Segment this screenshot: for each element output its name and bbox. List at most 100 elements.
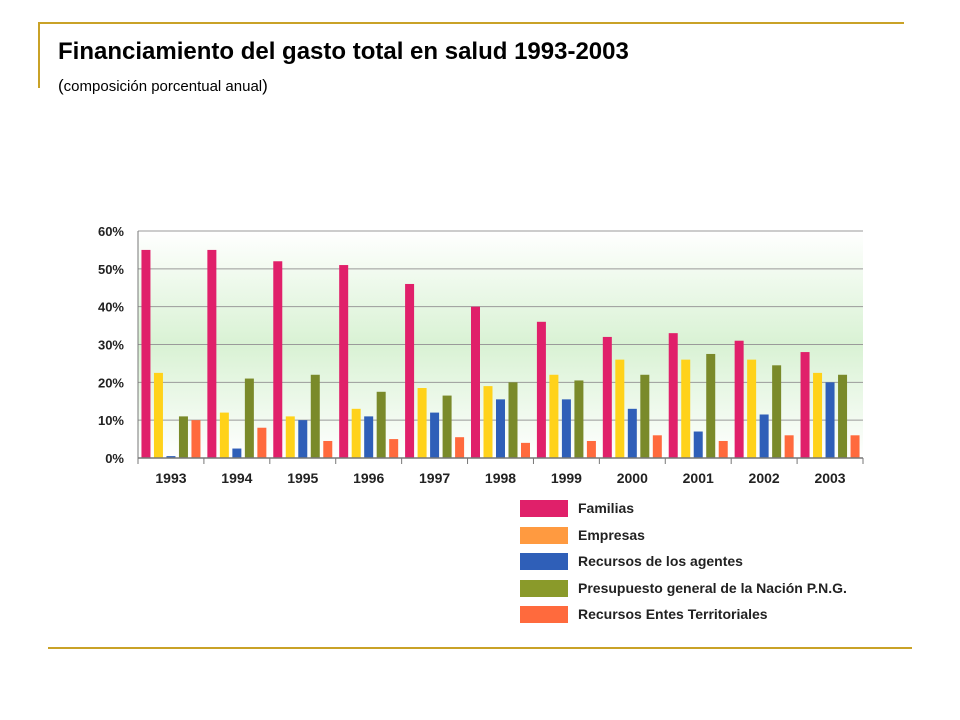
legend-label: Recursos de los agentes [578, 553, 743, 569]
bar [508, 382, 518, 458]
y-tick-label: 60% [98, 224, 124, 239]
x-tick-label: 2001 [683, 470, 714, 486]
legend-swatch [520, 579, 568, 597]
bar [521, 442, 530, 458]
bar [153, 372, 163, 458]
bar [813, 372, 823, 458]
x-tick-label: 2003 [814, 470, 845, 486]
legend-item: Recursos Entes Territoriales [520, 604, 900, 631]
bar [273, 261, 283, 458]
bottom-rule [48, 647, 912, 649]
bar [759, 414, 769, 458]
bar [536, 321, 546, 458]
legend-label: Presupuesto general de la Nación P.N.G. [578, 579, 847, 596]
legend-swatch [520, 606, 568, 623]
bar [784, 435, 794, 458]
x-tick-label: 2000 [617, 470, 648, 486]
legend-item: Empresas [520, 525, 900, 552]
bar [574, 380, 584, 458]
legend-swatch [520, 553, 568, 570]
bar [285, 416, 295, 458]
bar [232, 448, 242, 458]
bar [178, 416, 188, 458]
bar [364, 416, 374, 458]
x-tick-label: 2002 [749, 470, 780, 486]
legend-label: Recursos Entes Territoriales [578, 606, 768, 622]
bar [561, 399, 571, 458]
bar [455, 437, 465, 458]
bar [351, 408, 361, 458]
x-tick-label: 1998 [485, 470, 516, 486]
bar [602, 336, 612, 458]
subtitle-close-paren: ) [262, 76, 268, 95]
y-tick-label: 50% [98, 262, 124, 277]
bar [800, 352, 810, 458]
bar [310, 374, 320, 458]
y-tick-label: 30% [98, 338, 124, 353]
bar [257, 427, 267, 458]
x-tick-label: 1995 [287, 470, 318, 486]
bar [838, 374, 848, 458]
legend-item: Recursos de los agentes [520, 551, 900, 578]
bar [640, 374, 650, 458]
bar [615, 359, 625, 458]
subtitle-open-paren: ( [58, 76, 64, 95]
bar [496, 399, 505, 458]
legend-swatch [520, 500, 568, 517]
x-tick-label: 1994 [221, 470, 252, 486]
subtitle-text: composición porcentual anual [63, 78, 263, 95]
y-tick-label: 20% [98, 375, 124, 390]
bars [141, 249, 860, 458]
bar [471, 306, 480, 458]
bar [706, 353, 716, 458]
bar [442, 395, 452, 458]
x-tick-label: 1996 [353, 470, 384, 486]
bar [483, 386, 493, 458]
legend-label: Empresas [578, 526, 645, 543]
slide-subtitle: (composición porcentual anual) [58, 76, 268, 96]
bar [141, 249, 151, 458]
bar [389, 439, 399, 458]
bar [191, 420, 201, 458]
bar [298, 420, 308, 458]
bar [772, 365, 782, 458]
bar [747, 359, 757, 458]
bar [652, 435, 662, 458]
legend-swatch [520, 526, 568, 544]
bar [323, 440, 333, 458]
bar [430, 412, 440, 458]
bar [219, 412, 229, 458]
bar [207, 249, 217, 458]
bar [405, 283, 415, 458]
bar [734, 340, 744, 458]
legend-label: Familias [578, 500, 635, 516]
bar [549, 374, 559, 458]
legend: Familias Empresas Recursos de los agentes P… [520, 498, 900, 631]
legend-item: Familias [520, 498, 900, 525]
slide-title: Financiamiento del gasto total en salud … [58, 38, 629, 65]
bar [166, 456, 176, 458]
bar [627, 408, 637, 458]
x-tick-label: 1997 [419, 470, 450, 486]
y-tick-label: 10% [98, 413, 124, 428]
bar [718, 440, 728, 458]
tick-labels: 0% 10% 20% 30% 40% 50% 60% 1993 1994 1995 1996 1997… [98, 224, 846, 486]
bar [586, 440, 596, 458]
y-tick-label: 0% [105, 451, 124, 466]
bar [681, 359, 691, 458]
bar [693, 431, 703, 458]
bar [339, 265, 349, 458]
bar [244, 378, 254, 458]
bar [668, 333, 678, 458]
bar [850, 435, 860, 458]
bar [825, 382, 835, 458]
bar [417, 388, 427, 458]
top-rule [38, 22, 904, 24]
left-rule [38, 22, 40, 88]
legend-item: Presupuesto general de la Nación P.N.G. [520, 578, 900, 605]
x-tick-label: 1999 [551, 470, 582, 486]
x-tick-label: 1993 [155, 470, 186, 486]
bar [376, 391, 386, 458]
axes [137, 231, 864, 464]
